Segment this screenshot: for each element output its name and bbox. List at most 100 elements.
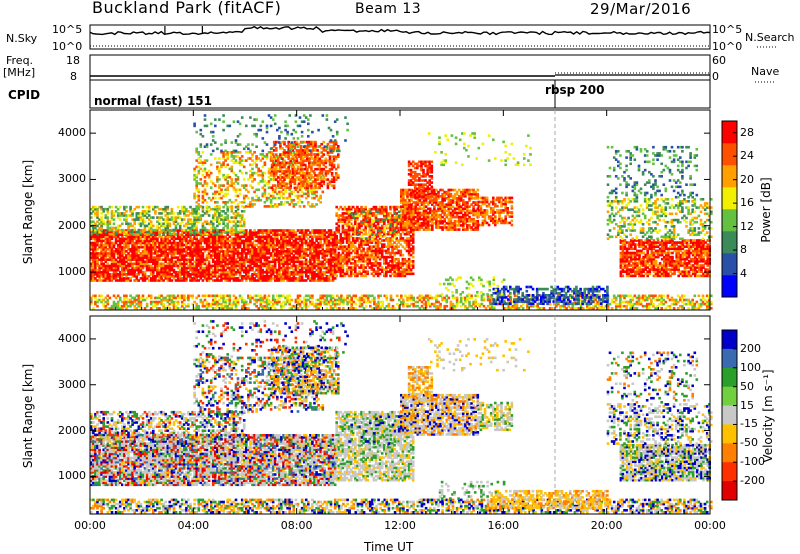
- power-cell: [284, 137, 287, 140]
- power-cell: [303, 205, 306, 208]
- power-cell: [107, 216, 110, 219]
- power-cell: [251, 168, 254, 171]
- power-cell: [307, 201, 310, 204]
- power-cell: [270, 125, 273, 128]
- power-cell: [314, 141, 317, 144]
- power-cell: [224, 150, 227, 153]
- power-cell: [260, 125, 263, 128]
- power-cell: [278, 135, 281, 138]
- power-cell: [222, 114, 225, 117]
- power-cell: [336, 131, 339, 134]
- power-cell: [362, 248, 365, 251]
- power-cell: [226, 164, 229, 167]
- power-cell: [202, 135, 205, 138]
- power-cell: [285, 183, 288, 186]
- power-cell: [274, 143, 277, 146]
- power-cell: [262, 150, 265, 153]
- power-cell: [214, 141, 217, 144]
- power-cell: [297, 166, 300, 169]
- power-cell: [216, 229, 219, 232]
- power-cell: [319, 195, 322, 198]
- power-cell: [301, 135, 304, 138]
- power-cell: [218, 118, 221, 121]
- power-cell: [204, 118, 207, 121]
- power-cell: [334, 139, 337, 142]
- power-cell: [303, 120, 306, 123]
- power-cell: [206, 159, 209, 162]
- power-cell: [206, 229, 209, 232]
- power-cell: [326, 118, 329, 121]
- power-cell: [337, 164, 340, 167]
- power-cell: [301, 201, 304, 204]
- power-cell: [195, 148, 198, 151]
- power-cell: [208, 261, 211, 264]
- power-cell: [307, 129, 310, 132]
- power-cell: [129, 206, 132, 209]
- power-cell: [274, 114, 277, 117]
- power-cell: [385, 206, 388, 209]
- power-cell: [337, 145, 340, 148]
- power-cell: [255, 118, 258, 121]
- power-cell: [325, 166, 328, 169]
- power-cell: [253, 203, 256, 206]
- power-cell: [316, 149, 319, 152]
- power-cell: [224, 139, 227, 142]
- power-cell: [241, 155, 244, 158]
- power-cell: [206, 193, 209, 196]
- power-cell: [100, 216, 103, 219]
- power-cell: [332, 150, 335, 153]
- power-cell: [295, 120, 298, 123]
- power-cell: [253, 178, 256, 181]
- power-cell: [243, 166, 246, 169]
- power-cell: [241, 214, 244, 217]
- power-cell: [169, 223, 172, 226]
- power-cell: [222, 184, 225, 187]
- power-cell: [247, 197, 250, 200]
- power-cell: [204, 168, 207, 171]
- power-cell: [204, 114, 207, 117]
- power-cell: [275, 147, 278, 150]
- power-cell: [262, 137, 265, 140]
- power-cell: [208, 214, 211, 217]
- power-cell: [317, 145, 320, 148]
- power-cell: [335, 235, 338, 238]
- power-cell: [272, 118, 275, 121]
- power-cell: [283, 141, 286, 144]
- power-cell: [210, 143, 213, 146]
- power-cell: [326, 114, 329, 117]
- power-cell: [274, 123, 277, 126]
- power-cell: [275, 153, 278, 156]
- power-cell: [222, 206, 225, 209]
- power-cell: [322, 114, 325, 117]
- power-cell: [266, 125, 269, 128]
- power-cell: [200, 178, 203, 181]
- power-cell: [231, 141, 234, 144]
- power-cell: [346, 123, 349, 126]
- power-cell: [210, 123, 213, 126]
- power-cell: [300, 145, 303, 148]
- power-cell: [235, 150, 238, 153]
- power-cell: [235, 199, 238, 202]
- power-cell: [152, 216, 155, 219]
- power-cell: [218, 178, 221, 181]
- power-cell: [175, 233, 178, 236]
- power-cell: [247, 191, 250, 194]
- power-cell: [222, 129, 225, 132]
- power-heatmap: [90, 114, 713, 309]
- power-cell: [226, 193, 229, 196]
- power-cell: [337, 153, 340, 156]
- power-cell: [264, 189, 267, 192]
- power-cell: [243, 231, 246, 234]
- power-cell: [299, 205, 302, 208]
- power-cell: [337, 174, 340, 177]
- power-cell: [334, 277, 337, 280]
- power-cell: [206, 205, 209, 208]
- power-cell: [338, 225, 341, 228]
- power-cell: [344, 116, 347, 119]
- power-cell: [245, 125, 248, 128]
- power-cell: [247, 143, 250, 146]
- power-cell: [212, 135, 215, 138]
- power-cell: [284, 120, 287, 123]
- power-cell: [239, 189, 242, 192]
